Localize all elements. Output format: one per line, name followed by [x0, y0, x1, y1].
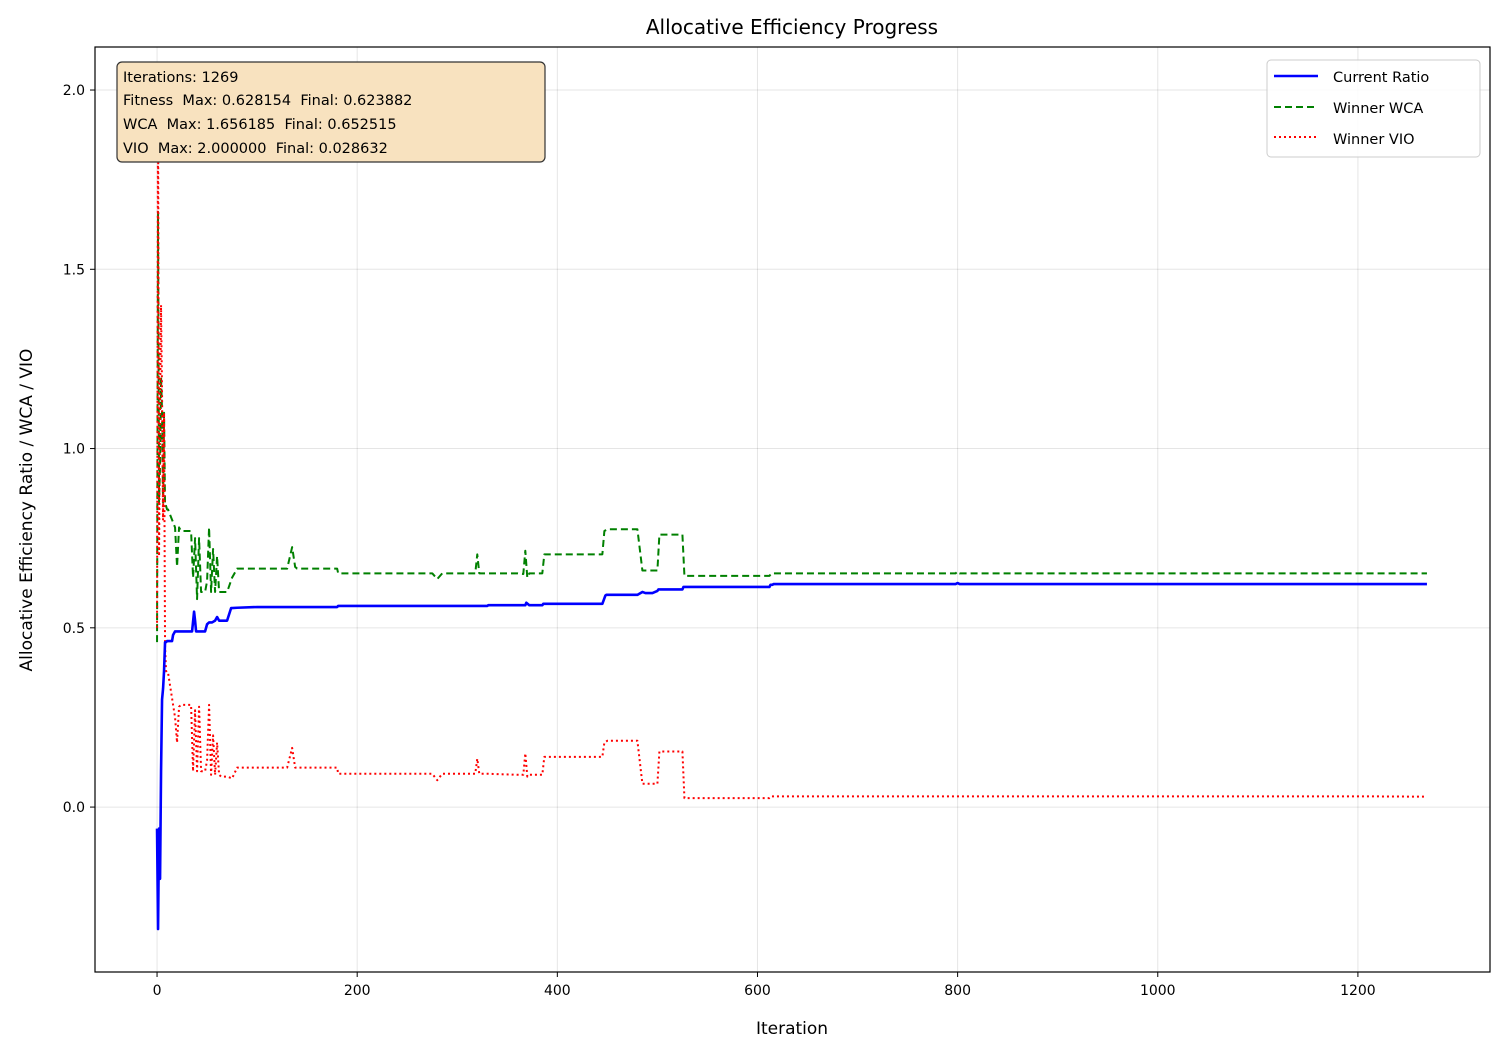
series-line-winner-wca: [156, 210, 1427, 643]
legend-label-winner-vio: Winner VIO: [1333, 132, 1415, 148]
x-tick-label: 1200: [1340, 983, 1376, 999]
y-tick-label: 0.5: [63, 621, 85, 637]
legend: Current Ratio Winner WCA Winner VIO: [1266, 59, 1481, 158]
x-axis-title: Iteration: [756, 1019, 828, 1039]
grid: [95, 47, 1490, 972]
stats-line-fitness: Fitness Max: 0.628154 Final: 0.623882: [123, 93, 412, 109]
stats-box-background: [116, 61, 546, 163]
stats-box: Iterations: 1269 Fitness Max: 0.628154 F…: [116, 61, 546, 163]
stats-line-vio: VIO Max: 2.000000 Final: 0.028632: [123, 141, 388, 157]
y-tick-label: 2.0: [63, 83, 85, 99]
chart-title: Allocative Efficiency Progress: [646, 15, 938, 39]
legend-box: [1266, 59, 1481, 158]
y-axis-title: Allocative Efficiency Ratio / WCA / VIO: [17, 349, 37, 672]
legend-label-current-ratio: Current Ratio: [1333, 70, 1429, 86]
x-tick-label: 1000: [1140, 983, 1176, 999]
series-line-winner-vio: [156, 89, 1427, 800]
y-tick-label: 1.0: [63, 442, 85, 458]
x-tick-label: 200: [344, 983, 371, 999]
stats-line-iterations: Iterations: 1269: [123, 70, 238, 86]
y-tick-label: 1.5: [63, 262, 85, 278]
series-layer: [155, 89, 1427, 931]
series-line-current-ratio: [155, 581, 1427, 931]
legend-label-winner-wca: Winner WCA: [1333, 101, 1423, 117]
ticks: 0 200 400 600 800 1000 1200 0.0 0.5 1.0 1.5 2.0: [63, 83, 1376, 999]
x-tick-label: 600: [744, 983, 771, 999]
x-tick-label: 400: [544, 983, 571, 999]
plot-frame: [94, 46, 1491, 973]
y-tick-label: 0.0: [63, 800, 85, 816]
x-tick-label: 0: [153, 983, 162, 999]
x-tick-label: 800: [944, 983, 971, 999]
stats-line-wca: WCA Max: 1.656185 Final: 0.652515: [123, 117, 397, 133]
